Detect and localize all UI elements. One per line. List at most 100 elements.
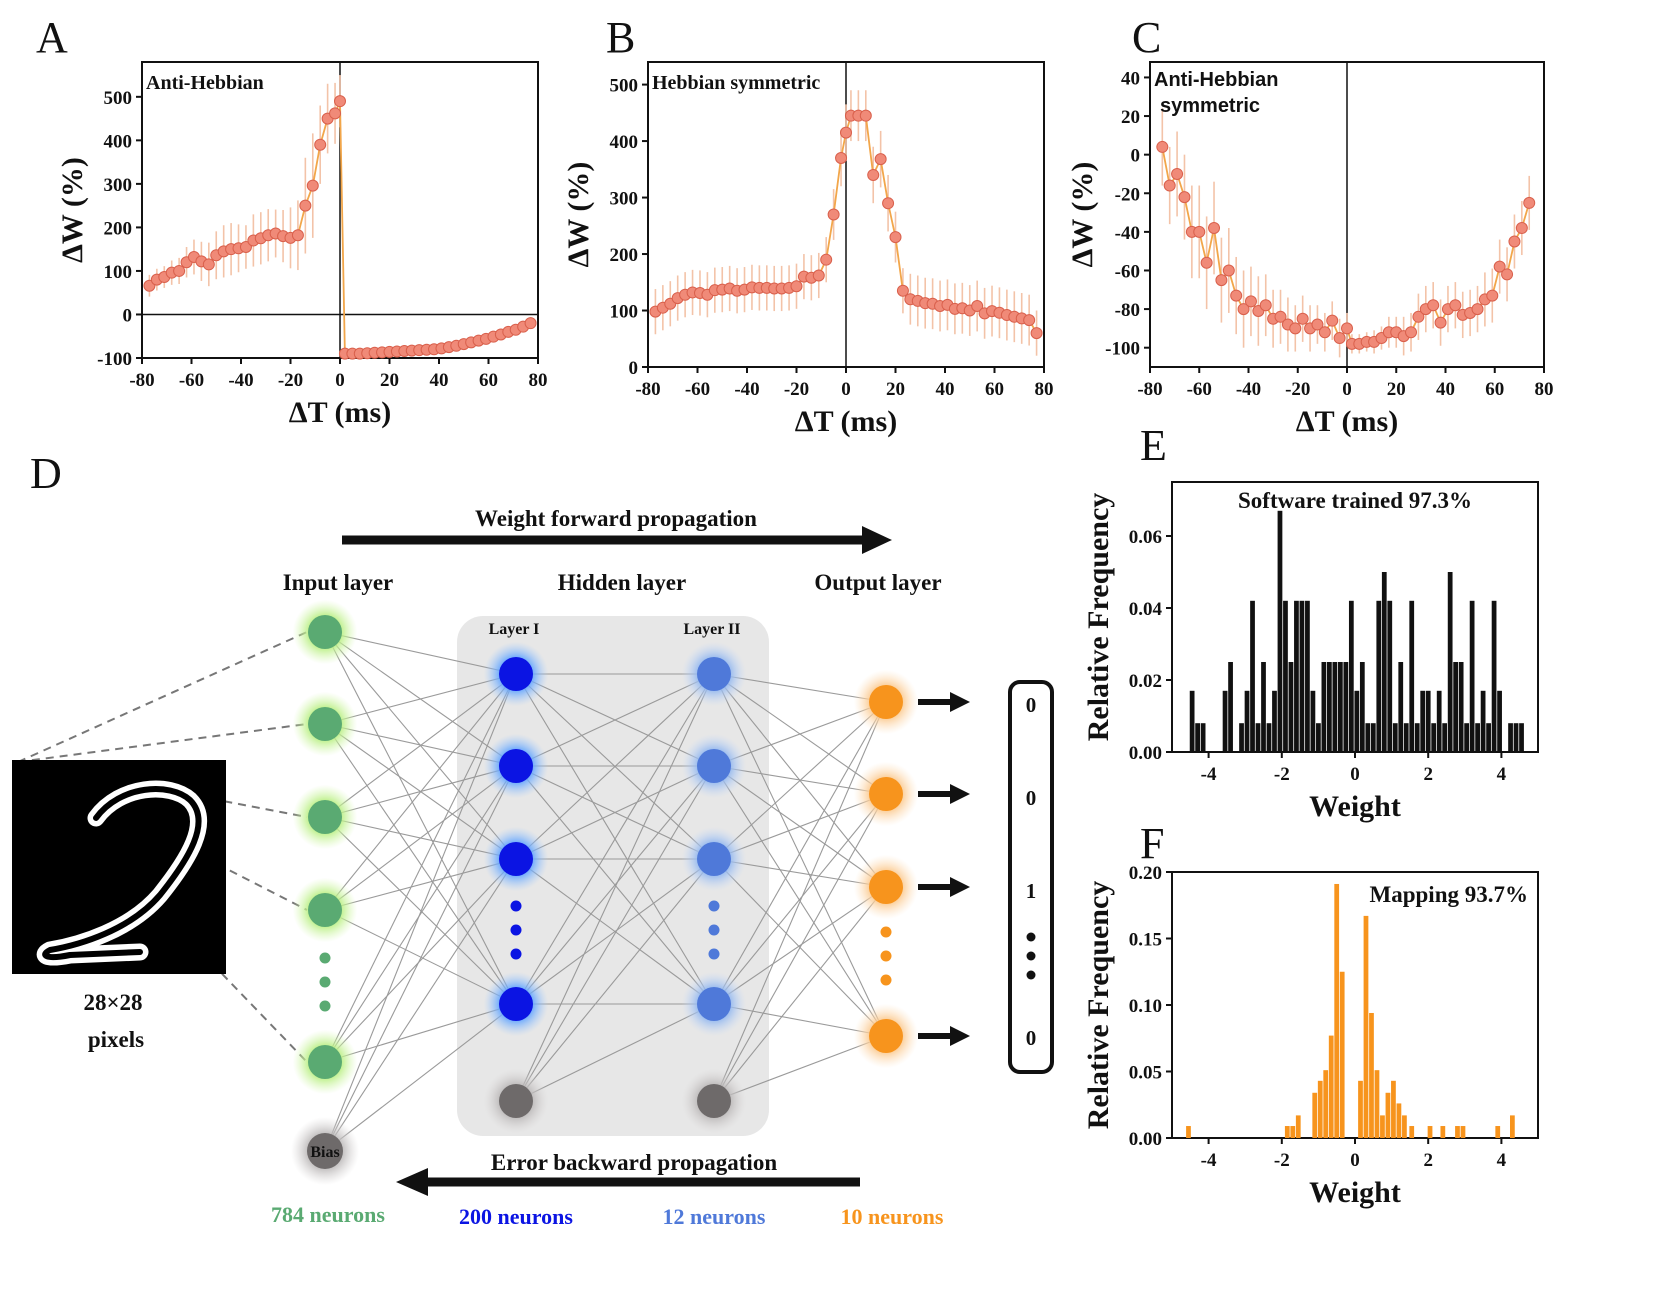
- data-point: [1333, 332, 1346, 345]
- data-point: [1222, 264, 1235, 277]
- x-tick-label: -40: [1236, 379, 1261, 400]
- histogram-bar: [1398, 662, 1404, 752]
- y-tick-label: 400: [610, 132, 639, 153]
- connection-line: [713, 886, 887, 1005]
- connection-line: [713, 701, 887, 860]
- forward-arrow-head: [862, 526, 892, 554]
- connection-line: [324, 631, 517, 1005]
- x-tick-label: -40: [228, 370, 253, 391]
- connection-line: [324, 765, 517, 911]
- bias-neuron: [697, 1084, 731, 1118]
- hidden-layer-title: Hidden layer: [558, 570, 686, 595]
- y-tick-label: 0.00: [1129, 743, 1162, 764]
- panel-label-e: E: [1140, 421, 1167, 470]
- chart-annotation: Anti-Hebbian: [146, 72, 264, 94]
- y-tick-label: 0.10: [1129, 996, 1162, 1017]
- connection-line: [324, 909, 517, 1005]
- network-nodes: Bias: [290, 599, 970, 1186]
- x-tick-label: 60: [1485, 379, 1504, 400]
- output-value-1: 0: [1026, 786, 1037, 810]
- output-neuron-count: 10 neurons: [841, 1204, 944, 1229]
- histogram-bar: [1374, 1070, 1380, 1138]
- hidden1-neuron: [499, 749, 533, 783]
- data-point: [1311, 318, 1324, 331]
- histogram-bar: [1277, 510, 1283, 752]
- histogram-bar: [1359, 662, 1365, 752]
- histogram-bar: [1339, 971, 1345, 1138]
- data-point: [1208, 222, 1221, 235]
- histogram-bar: [1321, 662, 1327, 752]
- y-tick-label: 0.04: [1129, 599, 1163, 620]
- x-tick-label: 2: [1423, 1150, 1433, 1171]
- y-axis-label: ΔW (%): [562, 162, 595, 268]
- histogram-bar: [1195, 723, 1200, 752]
- output-neuron: [869, 870, 903, 904]
- layer-ellipsis-dot: [880, 950, 892, 962]
- data-point: [820, 253, 833, 266]
- x-tick-label: -60: [1187, 379, 1212, 400]
- backward-arrow-head: [396, 1168, 428, 1196]
- y-tick-label: 0.06: [1129, 527, 1162, 548]
- histogram-bar: [1385, 1092, 1391, 1138]
- connection-line: [515, 858, 715, 1005]
- connection-line: [515, 673, 715, 1005]
- hidden1-neuron: [499, 842, 533, 876]
- histogram-bar: [1392, 723, 1398, 752]
- histogram-bar: [1316, 723, 1321, 752]
- histogram-bar: [1380, 1115, 1385, 1138]
- x-axis-label: Weight: [1309, 790, 1401, 823]
- hidden1-neuron: [499, 657, 533, 691]
- connection-line: [324, 673, 517, 1063]
- data-point: [812, 269, 825, 282]
- forward-propagation-label: Weight forward propagation: [475, 506, 757, 531]
- y-tick-label: 20: [1121, 107, 1140, 128]
- histogram-bar: [1387, 600, 1393, 752]
- x-tick-label: 80: [1035, 379, 1054, 400]
- histogram-bar: [1431, 723, 1437, 752]
- histogram-bar: [1317, 1080, 1323, 1138]
- histogram-bar: [1189, 690, 1195, 752]
- histogram-bar: [1365, 723, 1371, 752]
- data-point: [1405, 326, 1418, 339]
- x-tick-label: -4: [1201, 764, 1217, 785]
- histogram-bar: [1261, 662, 1266, 752]
- chart-e-software-histogram: -4 -2 0 2 4 0.00 0.02 0.04 0.06 Weight Relative Fr…: [1082, 481, 1539, 823]
- histogram-bar: [1510, 1115, 1515, 1138]
- pixels-size-label: 28×28: [83, 990, 142, 1015]
- output-neuron: [869, 1019, 903, 1053]
- chart-annotation: symmetric: [1160, 95, 1260, 117]
- y-tick-label: -40: [1115, 223, 1140, 244]
- layer-ellipsis-dot: [880, 974, 892, 986]
- data-point: [1200, 256, 1213, 269]
- data-point: [299, 199, 312, 212]
- connection-line: [324, 673, 517, 911]
- chart-annotation: Mapping 93.7%: [1370, 882, 1528, 907]
- histogram-bar: [1266, 723, 1272, 752]
- histogram-bar: [1508, 723, 1513, 752]
- histogram-bar: [1228, 662, 1233, 752]
- data-point: [291, 229, 304, 242]
- y-tick-label: -100: [1105, 339, 1140, 360]
- y-tick-label: 400: [104, 131, 133, 152]
- histogram-bar: [1343, 662, 1349, 752]
- connection-line: [713, 701, 887, 1102]
- output-arrow-head: [950, 692, 970, 712]
- bias-neuron: [307, 1133, 343, 1169]
- data-point: [1237, 303, 1250, 316]
- data-point: [1215, 274, 1228, 287]
- connection-line: [324, 858, 517, 911]
- data-point: [329, 107, 342, 120]
- data-point: [867, 168, 880, 181]
- x-tick-label: 0: [1350, 764, 1360, 785]
- data-point: [1493, 260, 1506, 273]
- histogram-bar: [1272, 690, 1277, 752]
- data-point: [239, 241, 252, 253]
- pixel-link-line: [17, 761, 308, 911]
- output-arrow-head: [950, 784, 970, 804]
- connection-line: [324, 723, 517, 1005]
- histogram-bar: [1337, 662, 1343, 752]
- output-ellipsis-dot: [1026, 932, 1036, 942]
- x-tick-label: 80: [1535, 379, 1554, 400]
- histogram-bar: [1334, 883, 1340, 1138]
